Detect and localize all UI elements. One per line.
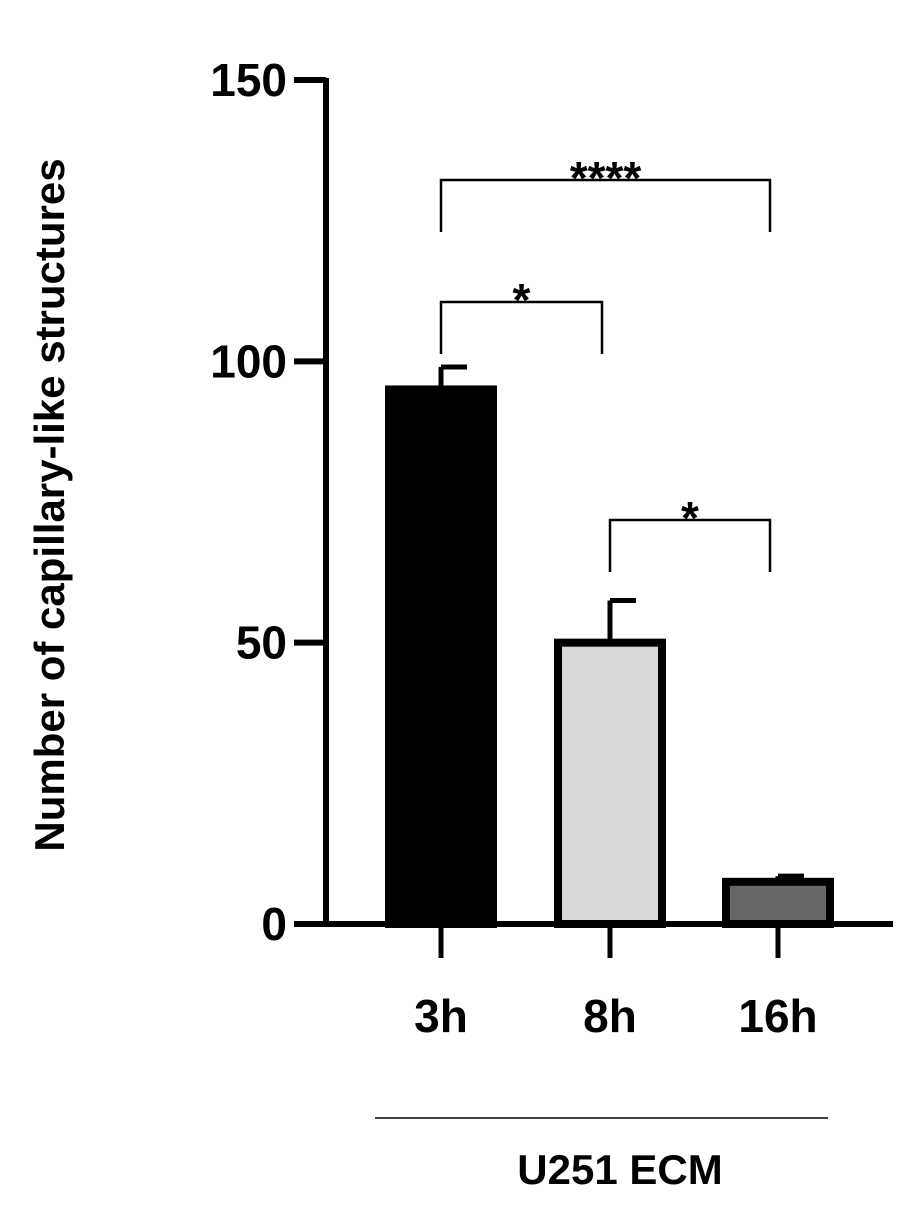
y-tick-label: 0	[261, 898, 287, 950]
significance-bracket	[608, 518, 772, 572]
x-tick-label: 16h	[738, 990, 817, 1042]
bar	[722, 877, 834, 928]
bar	[554, 638, 666, 929]
bar	[385, 385, 497, 928]
significance-bracket	[439, 178, 772, 232]
significance-bracket	[439, 300, 604, 354]
x-tick-label: 3h	[414, 990, 468, 1042]
x-tick-label: 8h	[583, 990, 637, 1042]
y-tick-label: 150	[210, 54, 287, 106]
group-label: U251 ECM	[517, 1146, 722, 1193]
y-tick-label: 100	[210, 335, 287, 387]
significance-label: *	[681, 492, 699, 544]
significance-label: ****	[570, 152, 642, 204]
significance-label: *	[513, 274, 531, 326]
y-axis-title: Number of capillary-like structures	[26, 158, 73, 851]
y-tick-label: 50	[236, 617, 287, 669]
